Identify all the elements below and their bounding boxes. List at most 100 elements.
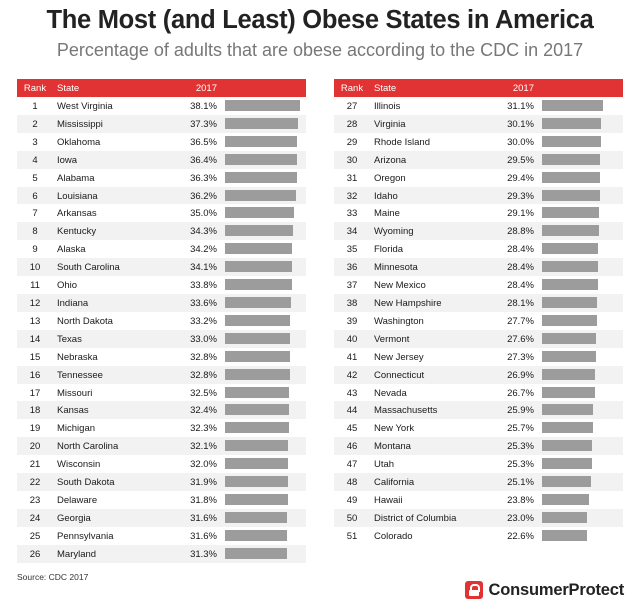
table-row: 39 Washington 27.7% [334, 312, 623, 330]
value-bar [542, 225, 599, 237]
rank-column-header: Rank [340, 83, 364, 94]
rank-cell: 40 [346, 333, 358, 345]
value-label: 36.3% [190, 172, 217, 184]
table-row: 45 New York 25.7% [334, 419, 623, 437]
state-cell: Maine [374, 208, 400, 220]
value-bar [225, 493, 288, 505]
rank-cell: 11 [30, 280, 40, 292]
table-row: 10 South Carolina 34.1% [17, 258, 306, 277]
rank-cell: 13 [29, 315, 41, 327]
value-bar [225, 440, 289, 452]
state-cell: New Jersey [374, 351, 424, 363]
state-column-header: State [374, 83, 397, 94]
table-row: 15 Nebraska 32.8% [17, 348, 306, 366]
table-row: 19 Michigan 32.3% [17, 419, 306, 437]
state-cell: Wyoming [374, 226, 414, 238]
rank-cell: 26 [29, 548, 41, 560]
table-row: 11 Ohio 33.8% [17, 276, 306, 294]
value-bar [542, 440, 592, 452]
state-cell: South Dakota [57, 477, 115, 489]
state-cell: Ohio [57, 280, 78, 292]
rank-cell: 27 [346, 101, 358, 112]
value-bar [542, 243, 598, 255]
rank-cell: 24 [29, 512, 41, 524]
state-cell: Rhode Island [374, 136, 430, 148]
rank-cell: 51 [346, 530, 358, 542]
table-row: 17 Missouri 32.5% [17, 384, 306, 402]
rank-cell: 10 [29, 262, 41, 274]
value-bar [225, 476, 288, 488]
table-row: 16 Tennessee 32.8% [17, 365, 306, 384]
value-bar [225, 422, 289, 434]
value-bar [225, 314, 291, 326]
value-bar [225, 171, 297, 183]
value-bar [542, 422, 593, 434]
rank-cell: 20 [29, 441, 41, 453]
rank-cell: 45 [346, 423, 358, 435]
table-body: 27 Illinois 31.1% 28 Virginia 30.1% 29 Rhode Is… [334, 97, 623, 545]
state-cell: New York [374, 423, 415, 435]
value-bar [225, 547, 287, 559]
state-cell: Arizona [374, 154, 407, 166]
value-label: 25.3% [507, 441, 534, 453]
state-cell: Louisiana [57, 190, 98, 202]
rank-cell: 34 [346, 226, 358, 238]
rank-cell: 30 [346, 154, 358, 166]
value-bar [542, 476, 592, 488]
table-row: 12 Indiana 33.6% [17, 293, 306, 312]
rank-cell: 37 [346, 280, 358, 292]
state-cell: Connecticut [374, 369, 425, 381]
value-bar [542, 171, 600, 183]
table-row: 48 California 25.1% [334, 473, 623, 491]
value-label: 29.1% [507, 208, 534, 220]
table-row: 26 Maryland 31.3% [17, 544, 306, 563]
value-label: 34.2% [190, 244, 217, 256]
brand-logo: ConsumerProtect [464, 579, 625, 601]
state-cell: Arkansas [57, 208, 97, 220]
value-label: 26.7% [507, 387, 534, 399]
rank-cell: 41 [346, 351, 358, 363]
value-label: 31.6% [190, 512, 217, 524]
rank-cell: 2 [32, 118, 38, 130]
value-label: 33.6% [190, 297, 217, 309]
lock-icon [464, 581, 483, 599]
value-label: 29.4% [507, 172, 534, 184]
value-bar [225, 153, 297, 165]
value-label: 27.7% [507, 315, 534, 327]
value-bar [225, 386, 289, 398]
rank-cell: 49 [346, 494, 358, 506]
table-row: 7 Arkansas 35.0% [17, 204, 306, 222]
rank-cell: 48 [346, 477, 358, 489]
brand-name: ConsumerProtect [488, 580, 625, 599]
page-title: The Most (and Least) Obese States in Ame… [46, 6, 594, 34]
value-label: 25.3% [507, 459, 534, 471]
value-label: 28.1% [507, 297, 534, 309]
table-row: 38 New Hampshire 28.1% [334, 293, 623, 312]
value-label: 25.1% [507, 477, 534, 489]
value-bar [542, 207, 600, 219]
table-row: 5 Alabama 36.3% [17, 169, 306, 187]
state-cell: Virginia [374, 118, 406, 130]
rank-cell: 21 [29, 459, 41, 471]
value-bar [225, 225, 293, 237]
state-cell: Maryland [57, 548, 97, 560]
state-cell: North Dakota [57, 315, 113, 327]
table-row: 29 Rhode Island 30.0% [334, 133, 623, 151]
value-label: 31.8% [190, 494, 217, 506]
table-row: 40 Vermont 27.6% [334, 329, 623, 348]
value-bar [225, 350, 290, 362]
table-row: 36 Minnesota 28.4% [334, 258, 623, 277]
rank-cell: 23 [29, 494, 41, 506]
rank-cell: 7 [32, 208, 38, 220]
value-bar [542, 332, 597, 344]
table-row: 49 Hawaii 23.8% [334, 491, 623, 509]
value-label: 33.0% [190, 333, 217, 345]
rank-cell: 35 [346, 244, 358, 256]
value-bar [542, 350, 596, 362]
value-bar [225, 243, 293, 255]
rank-cell: 1 [32, 101, 38, 112]
value-bar [542, 296, 598, 308]
state-cell: Minnesota [374, 262, 418, 274]
rank-cell: 25 [29, 530, 41, 542]
rank-cell: 6 [32, 190, 38, 202]
